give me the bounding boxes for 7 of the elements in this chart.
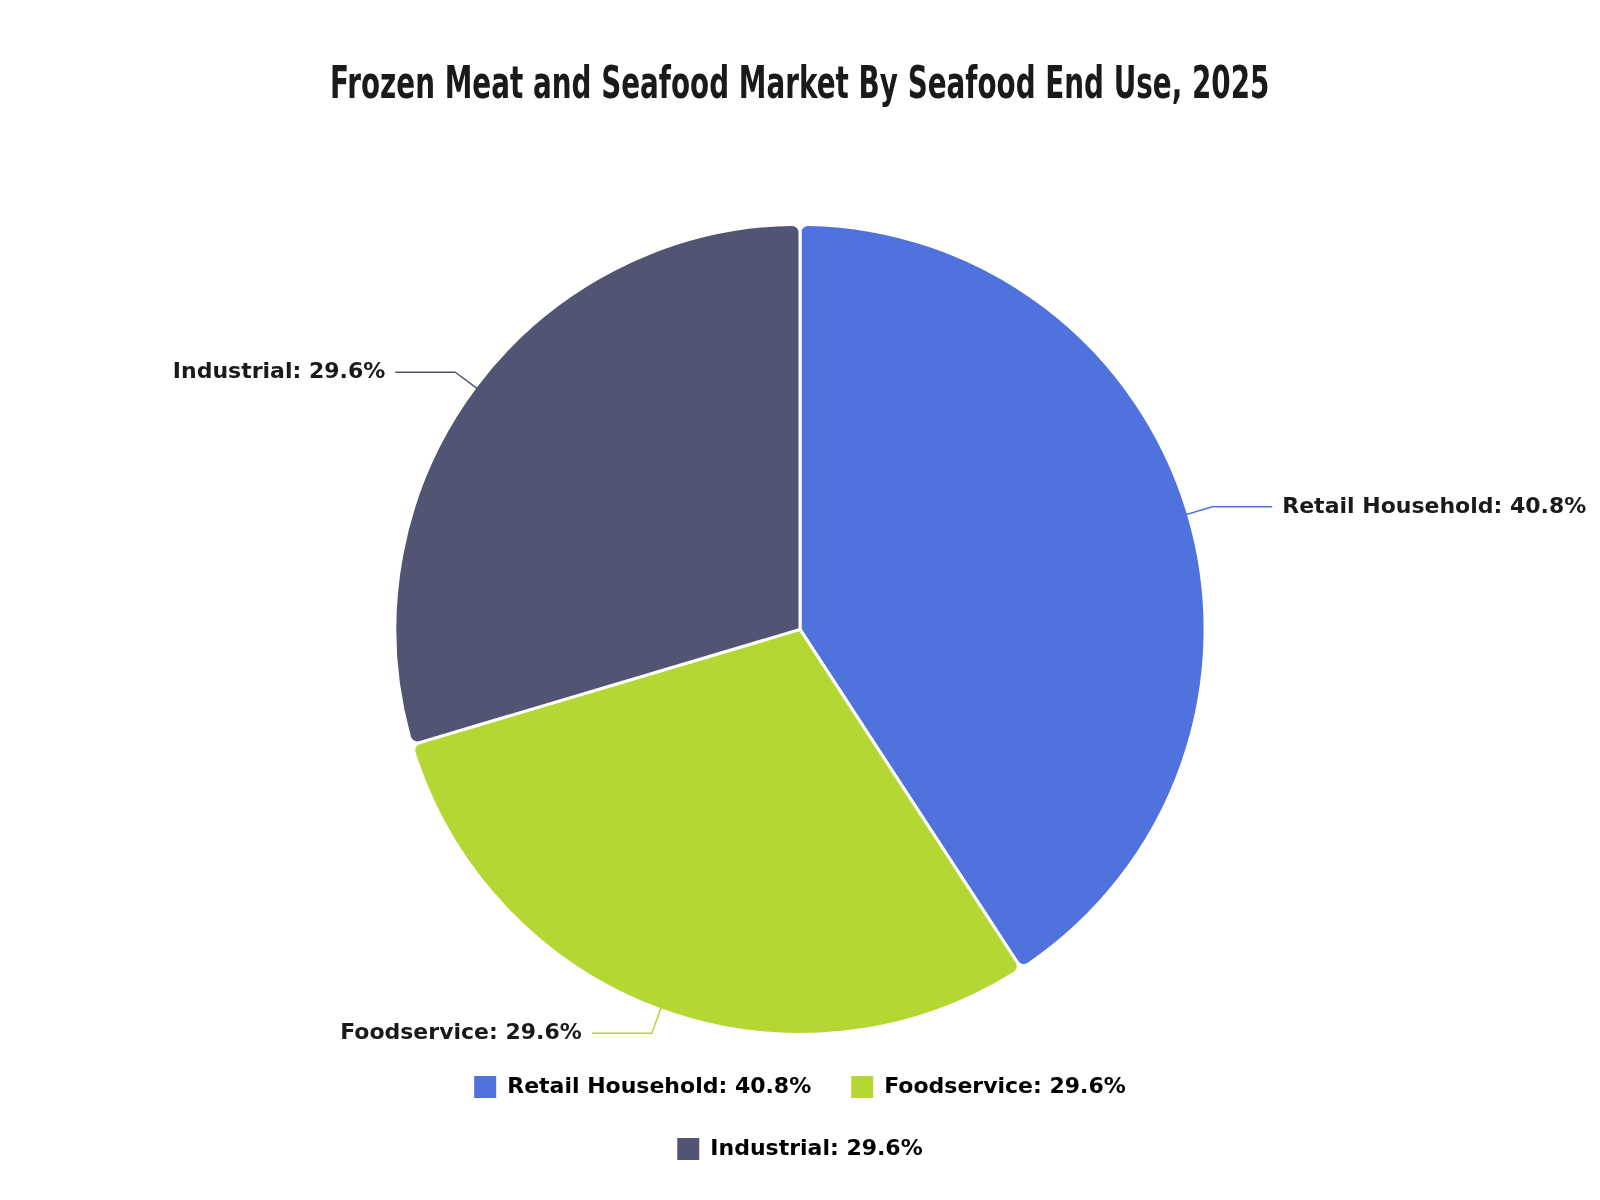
legend-label: Retail Household: 40.8% (507, 1072, 812, 1098)
legend-label: Industrial: 29.6% (710, 1134, 923, 1160)
slice-label: Industrial: 29.6% (172, 357, 386, 383)
chart-title: Frozen Meat and Seafood Market By Seafood End Use, 2025 (330, 57, 1270, 109)
slice-label: Retail Household: 40.8% (1282, 492, 1587, 518)
slice-label: Foodservice: 29.6% (340, 1018, 582, 1044)
legend-label: Foodservice: 29.6% (884, 1072, 1126, 1098)
